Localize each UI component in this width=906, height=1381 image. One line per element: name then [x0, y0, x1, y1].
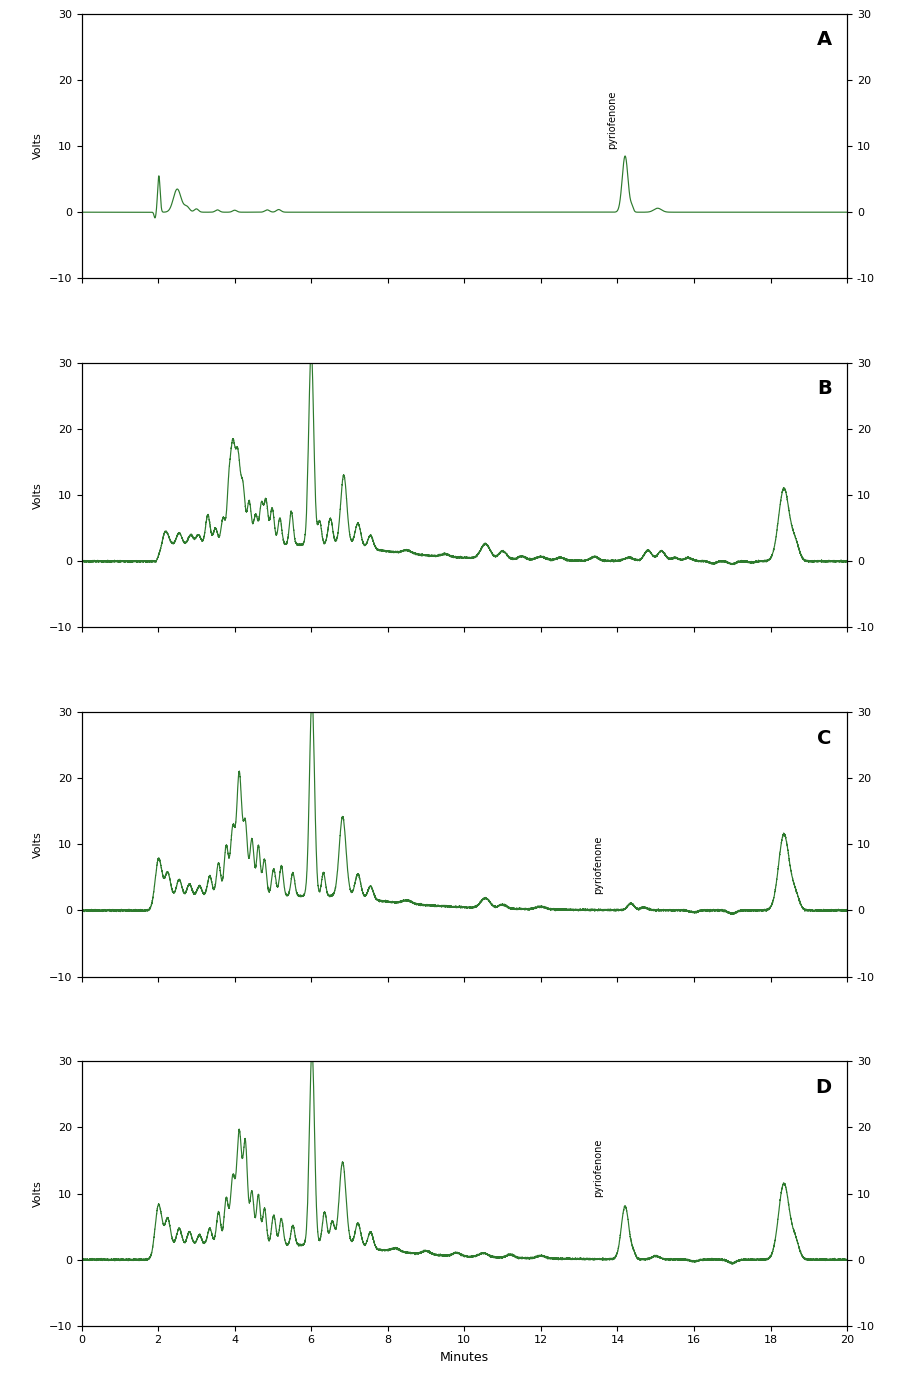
Y-axis label: Volts: Volts	[33, 1181, 43, 1207]
Y-axis label: Volts: Volts	[33, 133, 43, 159]
X-axis label: Minutes: Minutes	[439, 1351, 489, 1364]
Text: pyriofenone: pyriofenone	[593, 836, 603, 894]
Text: pyriofenone: pyriofenone	[607, 91, 617, 149]
Text: A: A	[816, 30, 832, 50]
Y-axis label: Volts: Volts	[33, 482, 43, 508]
Text: D: D	[815, 1077, 832, 1097]
Text: B: B	[817, 380, 832, 399]
Text: C: C	[817, 729, 832, 747]
Y-axis label: Volts: Volts	[33, 831, 43, 858]
Text: pyriofenone: pyriofenone	[593, 1138, 603, 1197]
